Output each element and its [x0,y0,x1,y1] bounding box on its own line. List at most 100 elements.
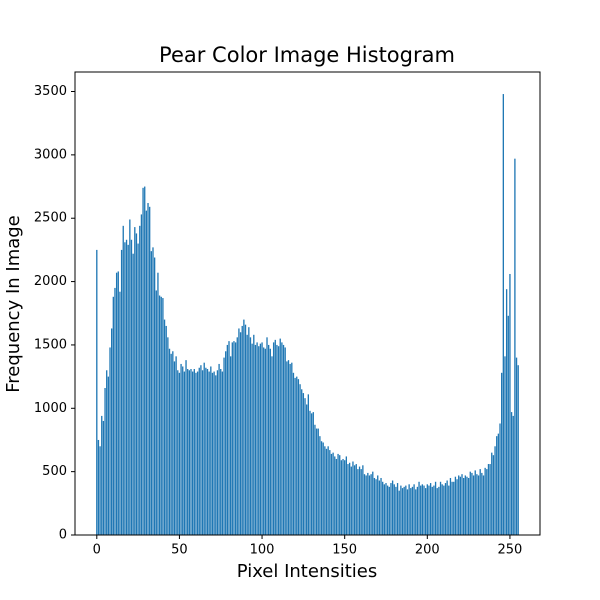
bar [130,239,133,535]
bar [178,372,181,535]
bar [398,490,400,535]
bar [158,295,161,535]
bar [489,464,491,535]
bar [185,360,187,535]
bar [149,206,151,535]
bar [347,464,349,535]
bar [375,479,377,535]
bar [330,453,333,535]
bar [233,341,235,535]
bar [302,393,305,535]
bar [259,343,262,535]
bar [322,442,324,535]
bar [101,415,103,535]
bar [276,344,278,535]
bar [403,486,405,535]
bar [510,412,513,535]
bar [434,481,437,535]
bar [163,319,166,535]
bar [436,488,438,535]
bar [147,203,149,535]
bar [251,343,253,535]
bar [421,484,424,535]
bar [486,469,488,535]
bar [429,483,432,535]
bar [350,466,352,535]
bar [236,337,238,535]
bar [380,477,382,535]
y-axis-label: Frequency In Image [3,215,24,393]
bar [239,332,242,535]
bar [370,474,372,535]
bar [477,475,480,535]
bar [340,460,343,535]
bar [507,315,509,535]
bar [180,363,182,535]
bar [254,344,257,535]
x-axis-label: Pixel Intensities [237,561,378,582]
bar [472,475,475,535]
bar [314,424,316,535]
bar [127,244,129,535]
bar [261,342,263,535]
bar [352,461,354,535]
bar [319,436,321,535]
bar [145,210,148,536]
bar [191,371,194,535]
x-tick-label: 50 [171,543,188,558]
bar [439,481,442,535]
y-tick-label: 1500 [34,337,67,352]
bar [391,480,394,535]
bar [332,452,334,535]
bar [139,225,141,536]
bar [142,187,144,535]
bar [198,367,200,535]
bar [173,361,176,535]
bar [443,485,445,535]
bar [296,376,298,535]
bar [401,488,404,535]
bar [203,362,205,535]
bar [183,371,186,535]
bar [461,474,463,535]
bar [337,453,339,535]
bar [272,342,275,535]
bar [426,484,428,535]
bar [162,298,164,535]
bar [424,488,427,535]
bar [234,342,237,535]
bar [115,272,118,535]
bar [448,485,450,535]
bar [372,471,374,535]
bar [112,296,114,535]
bar [220,369,222,535]
bar [446,480,448,535]
bar [342,458,344,535]
bar [345,456,347,535]
bar [153,257,156,535]
bar [482,475,485,535]
y-tick-label: 2500 [34,211,67,226]
bar [355,464,357,535]
bar [104,388,106,535]
bar [505,289,508,535]
bar [451,481,453,535]
bar [274,339,276,535]
bar [367,472,369,535]
bar [464,475,466,535]
bar [201,370,204,535]
bar [114,287,116,535]
bar [386,485,389,535]
bar [353,465,356,535]
bar [256,342,258,535]
bar [226,344,229,535]
bar [492,455,495,535]
bar [413,484,415,535]
chart-title: Pear Color Image Histogram [159,43,455,67]
bar [420,485,422,535]
bar [157,272,159,535]
bar [312,412,314,535]
bar [96,249,98,535]
y-tick-label: 1000 [34,401,67,416]
bar [334,456,336,535]
